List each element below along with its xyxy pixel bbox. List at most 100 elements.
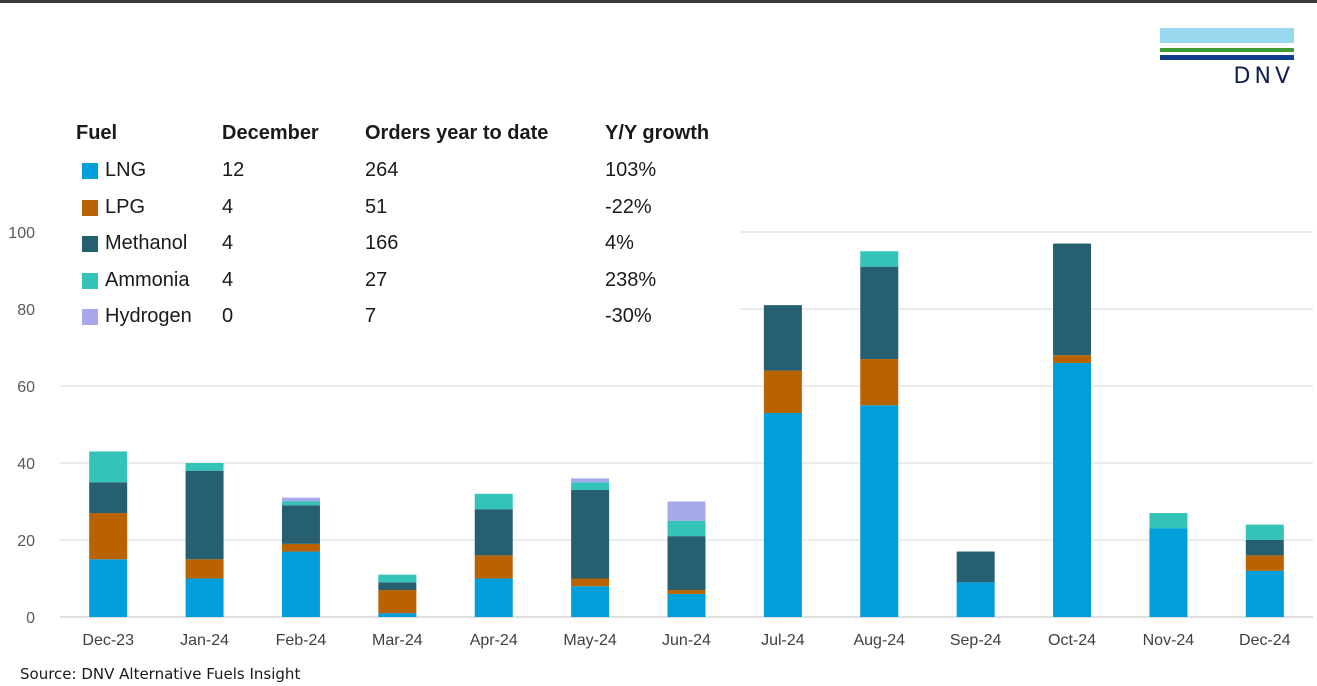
bar-segment-lng: [956, 582, 995, 617]
cell-yy-growth: 4%: [605, 232, 634, 254]
bar-segment-lng: [1149, 528, 1188, 617]
x-tick-label: Nov-24: [1143, 632, 1195, 649]
bar-segment-lng: [281, 551, 320, 617]
cell-fuel: Ammonia: [105, 268, 190, 291]
bar-segment-methanol: [667, 536, 706, 591]
bar-segment-lng: [763, 412, 802, 617]
bar-segment-lpg: [281, 543, 320, 552]
bar-segment-lng: [1245, 570, 1284, 617]
cell-december: 4: [222, 232, 234, 254]
x-tick-label: Sep-24: [950, 632, 1002, 649]
bar-segment-ammonia: [89, 451, 128, 483]
x-tick-label: Apr-24: [470, 632, 518, 649]
bar-segment-lng: [571, 586, 610, 617]
legend-swatch: [82, 199, 98, 216]
bar-segment-methanol: [956, 551, 995, 583]
source-note: Source: DNV Alternative Fuels Insight: [20, 665, 301, 683]
bar-segment-lpg: [89, 513, 128, 560]
logo-band-green: [1160, 48, 1294, 52]
bar-segment-hydrogen: [667, 501, 706, 521]
cell-yy-growth: -30%: [605, 305, 652, 327]
x-tick-label: Oct-24: [1048, 632, 1096, 649]
cell-fuel: LNG: [105, 159, 147, 181]
bar-segment-methanol: [89, 482, 128, 514]
legend-swatch: [82, 163, 98, 179]
dnv-logo: DNV: [1160, 28, 1294, 89]
x-tick-label: Dec-24: [1239, 632, 1291, 649]
bar-segment-ammonia: [185, 463, 224, 471]
bar-segment-ammonia: [281, 501, 320, 506]
x-tick-label: Mar-24: [372, 632, 423, 649]
cell-orders-ytd: 264: [365, 159, 399, 181]
bar-segment-lpg: [667, 590, 706, 594]
bar-segment-methanol: [281, 505, 320, 544]
y-tick-label: 20: [17, 533, 35, 550]
top-rule: [0, 0, 1317, 3]
y-tick-label: 40: [17, 456, 35, 473]
cell-december: 12: [222, 159, 245, 181]
cell-orders-ytd: 27: [365, 268, 388, 291]
bar-segment-ammonia: [378, 574, 417, 583]
legend-swatch: [82, 309, 98, 325]
cell-yy-growth: 103%: [605, 159, 657, 181]
header-yy-growth: Y/Y growth: [605, 122, 710, 144]
bar-segment-methanol: [763, 305, 802, 371]
y-tick-label: 60: [17, 379, 35, 396]
fuel-summary-table: Fuel December Orders year to date Y/Y gr…: [60, 118, 740, 340]
y-tick-label: 100: [8, 225, 35, 242]
bar-segment-ammonia: [667, 520, 706, 537]
cell-orders-ytd: 7: [365, 305, 377, 327]
cell-december: 4: [222, 195, 234, 218]
cell-yy-growth: 238%: [605, 268, 657, 291]
cell-orders-ytd: 166: [365, 232, 399, 254]
bar-segment-ammonia: [1149, 513, 1188, 529]
bar-segment-methanol: [1053, 243, 1092, 356]
bar-segment-methanol: [1245, 540, 1284, 556]
bar-segment-lpg: [860, 359, 899, 406]
bar-segment-lpg: [1245, 555, 1284, 571]
x-axis: Dec-23 Jan-24 Feb-24 Mar-24 Apr-24 May-24 Jun-…: [82, 632, 1290, 649]
y-axis: 0 20 40 60 80 100: [8, 225, 35, 627]
cell-fuel: Hydrogen: [105, 305, 192, 327]
bar-segment-lpg: [1053, 355, 1092, 363]
bar-segment-lng: [89, 559, 128, 617]
bar-segment-lng: [378, 613, 417, 617]
logo-band-light: [1160, 28, 1294, 43]
bar-segment-methanol: [474, 509, 513, 556]
x-tick-label: May-24: [563, 632, 616, 649]
bar-segment-lpg: [763, 370, 802, 413]
bar-segment-lpg: [378, 590, 417, 614]
bar-segment-ammonia: [860, 251, 899, 267]
x-tick-label: Jan-24: [180, 632, 229, 649]
x-tick-label: Jul-24: [761, 632, 805, 649]
bar-segment-lpg: [185, 559, 224, 579]
bar-segment-lng: [667, 593, 706, 617]
y-tick-label: 0: [26, 610, 35, 627]
cell-december: 0: [222, 305, 234, 327]
cell-yy-growth: -22%: [605, 195, 652, 218]
legend-swatch: [82, 236, 98, 252]
legend-swatch: [82, 272, 98, 289]
bar-segment-hydrogen: [571, 478, 610, 483]
bar-segment-lng: [860, 405, 899, 617]
bar-segment-ammonia: [1245, 524, 1284, 540]
x-tick-label: Feb-24: [276, 632, 327, 649]
cell-fuel: Methanol: [105, 232, 188, 254]
x-tick-label: Dec-23: [82, 632, 134, 649]
x-tick-label: Jun-24: [662, 632, 711, 649]
header-orders-ytd: Orders year to date: [365, 122, 549, 144]
bars: [89, 243, 1284, 617]
bar-segment-lng: [474, 578, 513, 617]
header-december: December: [222, 122, 319, 144]
bar-segment-methanol: [185, 470, 224, 560]
bar-segment-lpg: [571, 578, 610, 587]
x-tick-label: Aug-24: [853, 632, 905, 649]
logo-band-blue: [1160, 55, 1294, 60]
cell-december: 4: [222, 268, 234, 291]
bar-segment-lng: [185, 578, 224, 617]
bar-segment-methanol: [378, 582, 417, 591]
header-fuel: Fuel: [76, 122, 118, 144]
bar-segment-lpg: [474, 555, 513, 579]
bar-segment-lng: [1053, 362, 1092, 617]
